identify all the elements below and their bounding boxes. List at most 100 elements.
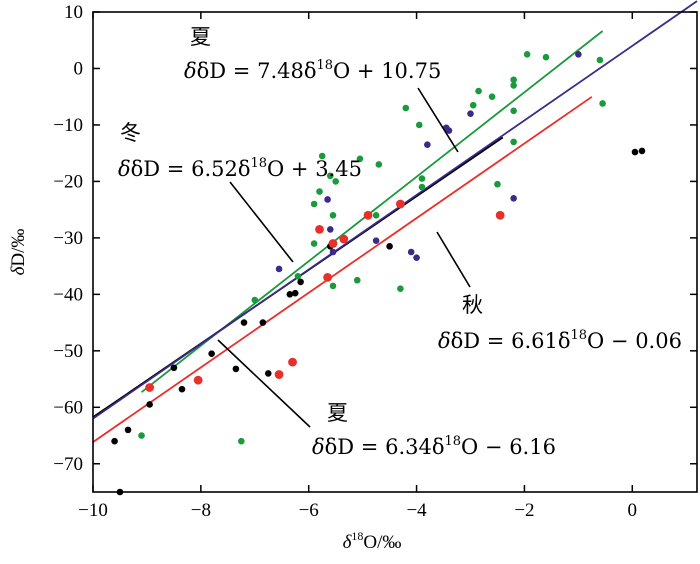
callout-line-summer-1 <box>417 87 459 153</box>
annotation-eq-summer-1: δδD = 7.48δ18O + 10.75 <box>184 58 441 83</box>
y-tick-label-3: −20 <box>53 171 83 192</box>
data-point-s1-11 <box>510 195 517 202</box>
data-point-s0-4 <box>310 240 318 247</box>
annotation-eq-autumn: δδD = 6.61δ18O − 0.06 <box>438 328 682 353</box>
data-point-s0-29 <box>523 51 531 58</box>
data-point-s0-12 <box>353 276 361 284</box>
data-point-s1-2 <box>326 226 334 233</box>
data-point-s3-8 <box>363 210 373 220</box>
callout-line-autumn <box>436 231 471 288</box>
data-point-s0-8 <box>326 172 334 180</box>
data-point-s0-19 <box>418 175 426 182</box>
data-point-s0-11 <box>332 178 339 185</box>
data-point-s0-31 <box>596 56 604 64</box>
data-point-s0-17 <box>402 104 410 112</box>
data-point-s2-11 <box>286 291 294 298</box>
y-tick-label-6: −50 <box>53 341 83 362</box>
data-point-s1-1 <box>324 196 331 203</box>
annotation-season-summer-1: 夏 <box>190 25 211 49</box>
y-tick-label-0: 10 <box>64 2 83 23</box>
data-point-s0-16 <box>397 285 404 293</box>
annotation-eq-winter: δδD = 6.52δ18O + 3.45 <box>118 156 362 181</box>
data-point-s0-14 <box>372 211 380 219</box>
data-point-s0-28 <box>510 76 517 84</box>
data-point-s2-16 <box>631 148 639 156</box>
data-point-s3-4 <box>315 225 324 234</box>
data-point-s2-4 <box>170 364 178 372</box>
y-tick-label-8: −70 <box>53 454 83 475</box>
data-point-s2-5 <box>178 385 186 393</box>
x-tick-label-1: −8 <box>191 500 211 521</box>
data-point-s0-18 <box>415 121 423 129</box>
data-point-s2-17 <box>638 147 646 155</box>
data-point-s3-2 <box>274 370 284 379</box>
fit-line-2 <box>92 96 593 443</box>
data-point-s1-12 <box>575 51 582 58</box>
callout-line-summer-2 <box>217 339 311 428</box>
x-tick-label-3: −4 <box>406 500 427 521</box>
callout-line-winter <box>229 181 294 263</box>
data-point-s2-12 <box>291 289 299 297</box>
data-point-s1-6 <box>413 254 420 261</box>
data-point-s1-7 <box>424 141 431 149</box>
data-point-s0-10 <box>329 282 337 290</box>
annotation-season-summer-2: 夏 <box>327 401 348 425</box>
data-point-s0-21 <box>469 101 477 109</box>
data-point-s3-7 <box>339 234 349 244</box>
data-point-s2-7 <box>232 365 240 373</box>
data-point-s3-5 <box>323 273 332 282</box>
data-point-s0-30 <box>542 53 550 61</box>
data-point-s2-2 <box>124 426 132 434</box>
y-axis-label: δD/‰ <box>8 229 29 276</box>
data-point-s0-26 <box>510 107 517 115</box>
x-tick-label-0: −10 <box>78 500 108 521</box>
data-point-s2-3 <box>146 401 153 408</box>
annotation-eq-summer-2: δδD = 6.34δ18O − 6.16 <box>312 434 556 459</box>
data-point-s3-6 <box>328 239 338 248</box>
data-point-s0-20 <box>418 183 426 191</box>
plot-frame <box>92 11 698 493</box>
data-point-s0-2 <box>238 437 245 445</box>
data-point-s0-0 <box>138 432 145 439</box>
data-point-s0-9 <box>329 211 337 219</box>
data-point-s0-6 <box>316 188 323 195</box>
data-point-s2-8 <box>240 319 248 326</box>
data-point-s2-1 <box>111 437 118 445</box>
data-point-s0-13 <box>356 155 364 163</box>
data-point-s1-0 <box>275 265 283 273</box>
x-tick-label-5: 0 <box>628 500 638 521</box>
y-tick-label-7: −60 <box>53 397 83 418</box>
data-point-s0-22 <box>475 87 482 95</box>
y-tick-label-2: −10 <box>53 115 83 136</box>
y-tick-label-4: −30 <box>53 228 83 249</box>
data-point-s2-10 <box>264 370 272 377</box>
data-point-s0-1 <box>251 296 259 304</box>
data-point-s3-1 <box>193 375 203 385</box>
data-point-s2-13 <box>297 278 304 286</box>
data-point-s2-15 <box>386 243 393 250</box>
data-point-s1-9 <box>445 127 453 134</box>
data-point-s0-23 <box>488 93 496 101</box>
data-point-s0-25 <box>510 138 517 146</box>
data-point-s0-27 <box>510 82 517 89</box>
annotation-season-autumn: 秋 <box>462 293 483 317</box>
data-point-s1-10 <box>467 110 474 117</box>
x-tick-label-2: −6 <box>299 500 319 521</box>
data-point-s0-15 <box>375 161 383 168</box>
data-point-s1-3 <box>329 248 337 256</box>
fit-line-3 <box>92 0 698 420</box>
data-point-s0-5 <box>310 200 318 208</box>
data-point-s2-9 <box>259 319 267 326</box>
data-point-s1-4 <box>372 237 380 245</box>
x-tick-label-4: −2 <box>514 500 534 521</box>
data-point-s3-3 <box>288 357 297 367</box>
x-axis-label: δ18O/‰ <box>343 529 402 553</box>
data-point-s3-9 <box>395 199 405 209</box>
data-point-s3-0 <box>145 383 155 392</box>
data-point-s0-32 <box>599 100 606 107</box>
y-tick-label-1: 0 <box>74 58 84 79</box>
y-tick-label-5: −40 <box>53 284 83 305</box>
data-point-s3-10 <box>495 210 505 220</box>
data-point-s2-6 <box>208 350 215 357</box>
